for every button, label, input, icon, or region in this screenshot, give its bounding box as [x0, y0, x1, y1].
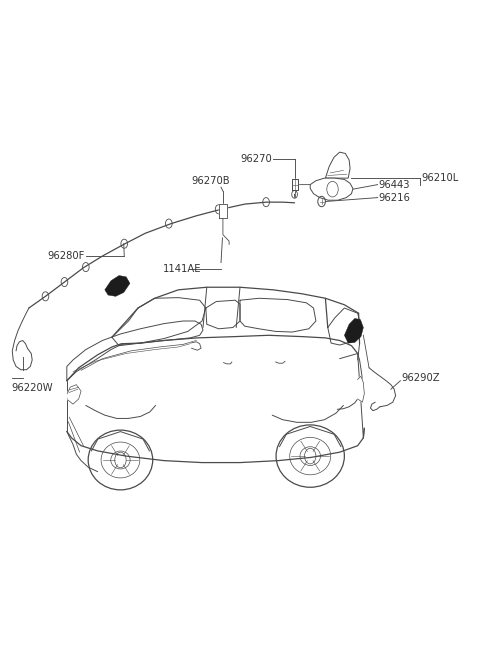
Text: 96280F: 96280F [47, 251, 84, 261]
Polygon shape [190, 342, 201, 350]
Text: 96220W: 96220W [12, 383, 53, 393]
Polygon shape [292, 179, 298, 190]
Polygon shape [344, 318, 363, 343]
Polygon shape [105, 276, 130, 296]
Text: 96210L: 96210L [422, 173, 459, 183]
Polygon shape [310, 178, 353, 200]
Text: 96270B: 96270B [192, 176, 230, 186]
Text: 96443: 96443 [379, 179, 410, 189]
Polygon shape [358, 376, 364, 402]
Text: 96216: 96216 [379, 193, 410, 202]
Polygon shape [325, 152, 350, 178]
Polygon shape [219, 204, 227, 218]
Text: 96290Z: 96290Z [401, 373, 440, 383]
Polygon shape [67, 384, 81, 404]
Text: 96270: 96270 [240, 154, 272, 164]
Text: 1141AE: 1141AE [163, 264, 202, 274]
